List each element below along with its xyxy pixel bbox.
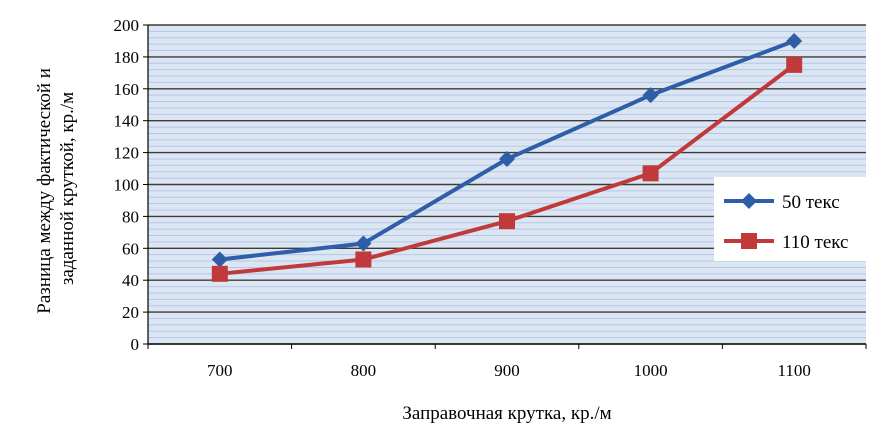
y-axis-title-line-2: заданной круткой, кр./м bbox=[57, 92, 78, 285]
y-tick-label: 120 bbox=[114, 144, 140, 163]
legend-label-1: 50 текс bbox=[782, 192, 840, 213]
x-tick-label: 1000 bbox=[634, 361, 668, 380]
data-point-series-1 bbox=[499, 150, 515, 167]
y-tick-label: 160 bbox=[114, 80, 140, 99]
legend-label-2: 110 текс bbox=[782, 232, 848, 253]
x-tick-label: 800 bbox=[351, 361, 377, 380]
y-axis-title: Разница между фактической и заданной кру… bbox=[34, 63, 78, 313]
data-point-series-2 bbox=[211, 265, 228, 282]
data-point-series-2 bbox=[786, 56, 803, 73]
y-tick-label: 0 bbox=[131, 335, 140, 354]
y-tick-label: 200 bbox=[114, 16, 140, 35]
x-tick-label: 900 bbox=[494, 361, 520, 380]
y-tick-label: 40 bbox=[122, 271, 139, 290]
y-tick-labels: 0 20 40 60 80 100 120 140 160 180 200 bbox=[114, 16, 140, 354]
series-markers bbox=[211, 32, 803, 282]
legend-box bbox=[714, 177, 866, 261]
data-point-series-1 bbox=[211, 251, 228, 268]
data-point-series-2 bbox=[499, 213, 515, 230]
x-axis-title: Заправочная крутка, кр./м bbox=[402, 403, 611, 424]
legend-marker-2 bbox=[741, 233, 757, 249]
y-tick-label: 180 bbox=[114, 48, 140, 67]
y-tick-label: 60 bbox=[122, 239, 139, 258]
data-point-series-1 bbox=[786, 32, 803, 49]
y-tick-label: 80 bbox=[122, 207, 139, 226]
data-point-series-1 bbox=[642, 87, 659, 104]
y-axis-title-line-1: Разница между фактической и bbox=[34, 68, 55, 314]
legend-marker-1 bbox=[741, 193, 757, 209]
data-point-series-1 bbox=[355, 235, 372, 252]
y-tick-label: 20 bbox=[122, 303, 139, 322]
axes bbox=[143, 24, 867, 349]
x-tick-label: 1100 bbox=[778, 361, 811, 380]
legend: 50 текс 110 текс bbox=[714, 177, 866, 261]
x-tick-label: 700 bbox=[207, 361, 233, 380]
y-tick-label: 100 bbox=[114, 176, 140, 195]
y-tick-label: 140 bbox=[114, 112, 140, 131]
data-point-series-2 bbox=[355, 251, 372, 268]
x-tick-labels: 700 800 900 1000 1100 bbox=[207, 361, 811, 380]
data-point-series-2 bbox=[642, 165, 659, 182]
